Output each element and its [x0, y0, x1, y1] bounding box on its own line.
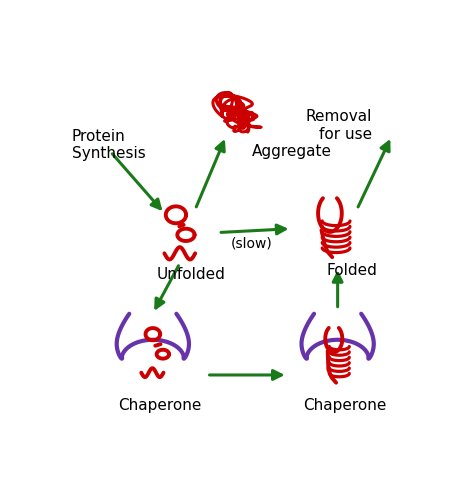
- Text: Protein
Synthesis: Protein Synthesis: [72, 128, 146, 161]
- Text: Folded: Folded: [326, 263, 377, 278]
- Text: Chaperone: Chaperone: [118, 398, 201, 413]
- Text: Chaperone: Chaperone: [303, 398, 386, 413]
- Text: Removal
for use: Removal for use: [306, 109, 372, 142]
- Text: Unfolded: Unfolded: [157, 267, 226, 282]
- Text: Aggregate: Aggregate: [251, 144, 331, 159]
- Text: (slow): (slow): [230, 237, 272, 250]
